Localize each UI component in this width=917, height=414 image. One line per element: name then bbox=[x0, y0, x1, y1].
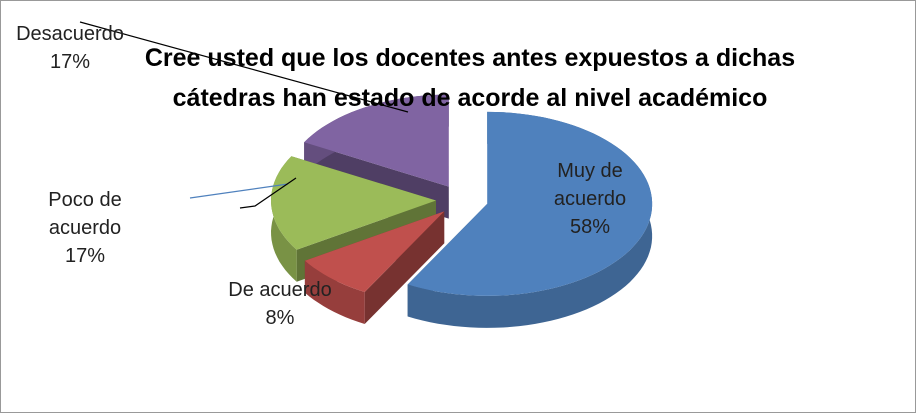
slice bbox=[407, 111, 653, 296]
slice-outer-wall bbox=[407, 111, 653, 328]
data-label-category: De acuerdo bbox=[228, 279, 332, 301]
data-label-value: 17% bbox=[49, 51, 91, 73]
slice bbox=[304, 211, 445, 324]
data-label-category: Desacuerdo bbox=[16, 23, 124, 45]
chart-title: Cree usted que los docentes antes expues… bbox=[144, 44, 796, 112]
leader-line bbox=[79, 21, 409, 113]
pie bbox=[271, 94, 653, 328]
data-label-value: 8% bbox=[265, 307, 295, 329]
data-label-value: 58% bbox=[569, 216, 611, 238]
slice bbox=[304, 94, 449, 187]
slice bbox=[271, 156, 436, 250]
slice bbox=[407, 111, 653, 328]
data-label-category: Muy de acuerdo bbox=[553, 160, 627, 210]
slice bbox=[304, 211, 445, 292]
slice-outer-wall bbox=[304, 260, 365, 324]
leader-line bbox=[239, 177, 297, 209]
data-label-category: Poco de acuerdo bbox=[48, 189, 122, 239]
data-label-value: 17% bbox=[64, 245, 106, 267]
leader-line bbox=[189, 183, 289, 199]
